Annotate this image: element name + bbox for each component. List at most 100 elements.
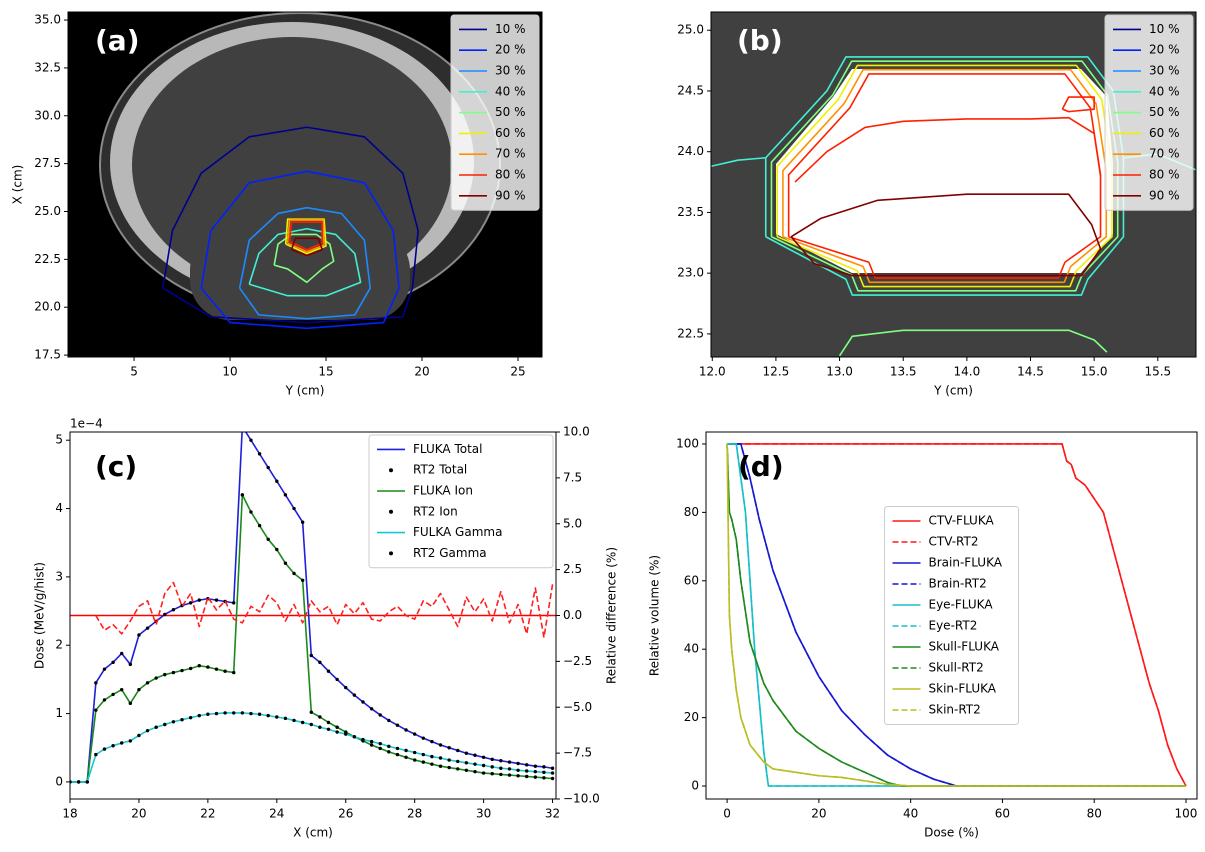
data-point <box>465 769 468 772</box>
legend-label: Eye-RT2 <box>929 619 978 633</box>
data-point <box>499 759 502 762</box>
data-point <box>163 613 166 616</box>
data-point <box>86 780 89 783</box>
data-point <box>335 726 338 729</box>
y-tick-label: 23.5 <box>677 205 704 219</box>
x-tick-label: 18 <box>62 807 77 821</box>
figure: 51015202517.520.022.525.027.530.032.535.… <box>0 0 1205 852</box>
data-point <box>310 723 313 726</box>
legend-label: CTV-RT2 <box>929 535 979 549</box>
x-tick-label: 14.5 <box>1017 365 1044 379</box>
data-point <box>430 755 433 758</box>
legend-label: 70 % <box>1149 147 1180 161</box>
anatomy-a <box>100 13 500 320</box>
y2-tick-label: −10.0 <box>563 792 600 806</box>
legend-label: Skin-RT2 <box>929 703 981 717</box>
data-point <box>232 711 235 714</box>
data-point <box>292 572 295 575</box>
data-point <box>292 719 295 722</box>
data-point <box>516 774 519 777</box>
x-axis-label: Y (cm) <box>285 384 325 398</box>
y2-tick-label: 7.5 <box>563 470 582 484</box>
y-tick-label: 25.0 <box>34 204 61 218</box>
y-tick-label: 1 <box>55 706 63 720</box>
legend-label: 10 % <box>495 22 526 36</box>
data-point <box>129 702 132 705</box>
data-point <box>413 751 416 754</box>
data-point <box>525 763 528 766</box>
data-point <box>275 715 278 718</box>
legend-label: 60 % <box>1149 126 1180 140</box>
data-point <box>284 493 287 496</box>
data-point <box>361 738 364 741</box>
x-tick-label: 13.5 <box>890 365 917 379</box>
data-point <box>292 507 295 510</box>
y-tick-label: 2 <box>55 638 63 652</box>
legend-marker <box>389 510 393 514</box>
x-tick-label: 40 <box>903 807 918 821</box>
legend-label: 80 % <box>495 168 526 182</box>
data-point <box>327 721 330 724</box>
x-tick-label: 12.5 <box>763 365 790 379</box>
legend-label: Skull-RT2 <box>929 661 984 675</box>
data-point <box>215 598 218 601</box>
data-point <box>180 669 183 672</box>
data-point <box>499 773 502 776</box>
data-point <box>335 730 338 733</box>
y-tick-label: 25.0 <box>677 23 704 37</box>
y-tick-label: 20 <box>684 710 699 724</box>
data-point <box>137 688 140 691</box>
legend-label: FLUKA Ion <box>413 484 473 498</box>
data-point <box>473 754 476 757</box>
brain-lower <box>190 230 410 320</box>
data-point <box>103 747 106 750</box>
y-tick-label: 100 <box>676 436 699 450</box>
data-point <box>499 767 502 770</box>
series-line <box>96 582 553 637</box>
legend-label: Skin-FLUKA <box>929 682 997 696</box>
x-tick-label: 13.0 <box>826 365 853 379</box>
y-tick-label: 23.0 <box>677 266 704 280</box>
x-tick-label: 15.5 <box>1144 365 1171 379</box>
legend-label: CTV-FLUKA <box>929 514 995 528</box>
y2-tick-label: 10.0 <box>563 425 590 439</box>
data-point <box>241 425 244 428</box>
y-tick-label: 17.5 <box>34 348 61 362</box>
legend-label: 80 % <box>1149 168 1180 182</box>
x-tick-label: 15.0 <box>1081 365 1108 379</box>
data-point <box>284 717 287 720</box>
data-point <box>163 723 166 726</box>
legend-label: Brain-FLUKA <box>929 556 1003 570</box>
data-point <box>379 713 382 716</box>
legend-marker <box>389 468 393 472</box>
data-point <box>422 753 425 756</box>
data-point <box>172 671 175 674</box>
data-point <box>404 728 407 731</box>
data-point <box>473 762 476 765</box>
panel-label: (d) <box>738 450 784 483</box>
data-point <box>439 743 442 746</box>
data-point <box>258 452 261 455</box>
legend-marker <box>389 551 393 555</box>
data-point <box>525 775 528 778</box>
y-tick-label: 0 <box>691 779 699 793</box>
data-point <box>439 764 442 767</box>
legend-label: 40 % <box>495 84 526 98</box>
data-point <box>404 756 407 759</box>
data-point <box>430 740 433 743</box>
x-axis-label: Dose (%) <box>924 826 979 840</box>
y-axis-label: X (cm) <box>11 165 25 205</box>
data-point <box>206 713 209 716</box>
data-point <box>482 771 485 774</box>
x-tick-label: 26 <box>338 807 353 821</box>
data-point <box>447 746 450 749</box>
legend-label: 50 % <box>1149 105 1180 119</box>
y-tick-label: 60 <box>684 573 699 587</box>
legend-label: RT2 Total <box>413 463 467 477</box>
data-point <box>344 686 347 689</box>
x-tick-label: 28 <box>407 807 422 821</box>
data-point <box>223 669 226 672</box>
legend-label: 30 % <box>1149 64 1180 78</box>
y-tick-label: 4 <box>55 501 63 515</box>
x-tick-label: 0 <box>723 807 731 821</box>
